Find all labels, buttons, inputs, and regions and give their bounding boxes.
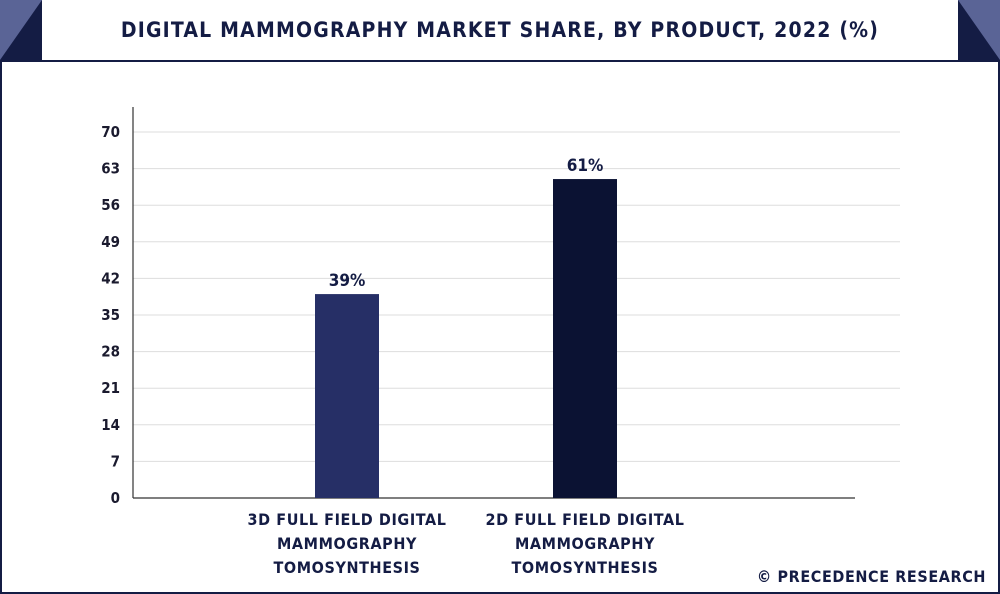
x-category-label: TOMOSYNTHESIS	[273, 558, 420, 577]
x-category-label: 3D FULL FIELD DIGITAL	[248, 510, 447, 529]
data-label: 61%	[567, 156, 604, 176]
y-tick-label: 42	[101, 269, 120, 287]
y-tick-label: 7	[111, 452, 120, 470]
corner-accent-right	[958, 0, 1000, 60]
corner-accent-left	[0, 0, 42, 60]
x-category-label: MAMMOGRAPHY	[515, 534, 655, 553]
bar	[553, 179, 617, 499]
y-tick-label: 35	[101, 306, 120, 324]
bar	[315, 294, 379, 498]
y-tick-label: 70	[101, 123, 120, 141]
y-tick-label: 28	[101, 343, 120, 361]
data-label: 39%	[329, 271, 366, 291]
y-tick-label: 21	[101, 379, 120, 397]
chart-title: DIGITAL MAMMOGRAPHY MARKET SHARE, BY PRO…	[120, 18, 880, 42]
x-category-label: 2D FULL FIELD DIGITAL	[486, 510, 685, 529]
y-tick-label: 56	[101, 196, 120, 214]
x-category-label: MAMMOGRAPHY	[277, 534, 417, 553]
y-tick-label: 0	[111, 489, 120, 507]
watermark-text: © PRECEDENCE RESEARCH	[756, 567, 986, 586]
y-tick-label: 14	[101, 416, 120, 434]
bar-chart: 0 7 14 21 28 35 42 49 56 63 70 39% 3D FULL FIELD DIG…	[101, 107, 900, 577]
y-tick-label: 63	[101, 160, 120, 178]
x-category-label: TOMOSYNTHESIS	[511, 558, 658, 577]
y-tick-label: 49	[101, 233, 120, 251]
title-box: DIGITAL MAMMOGRAPHY MARKET SHARE, BY PRO…	[42, 0, 958, 60]
